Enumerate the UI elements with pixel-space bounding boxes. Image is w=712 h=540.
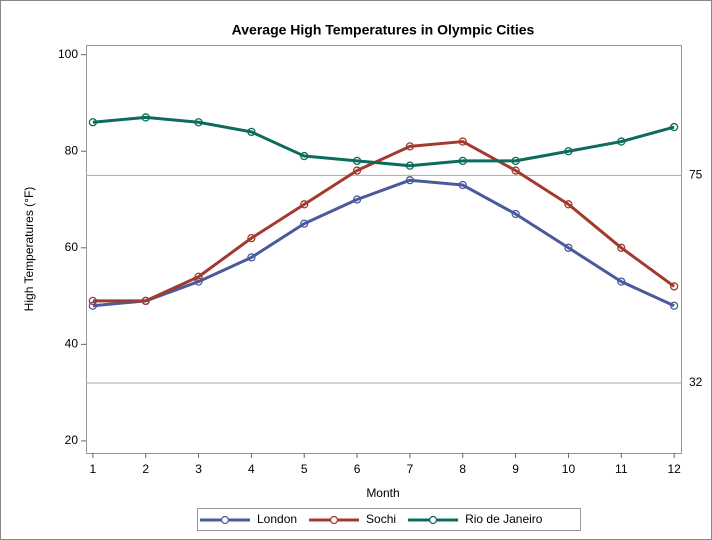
point <box>511 156 520 166</box>
point <box>617 137 626 146</box>
x-tick-label: 11 <box>615 462 628 476</box>
x-tick-label: 9 <box>512 462 519 476</box>
point <box>194 118 203 127</box>
point <box>352 166 362 175</box>
x-tick-label: 5 <box>301 462 308 476</box>
legend-marker <box>428 515 438 525</box>
reference-line-label: 75 <box>689 168 703 182</box>
y-tick-label: 60 <box>65 240 79 254</box>
legend-box <box>197 508 581 531</box>
y-tick-label: 20 <box>65 433 79 447</box>
point <box>511 209 520 219</box>
point <box>194 272 203 281</box>
point <box>247 233 256 243</box>
point <box>352 195 362 204</box>
x-tick-label: 8 <box>459 462 466 476</box>
y-tick-label: 40 <box>65 337 79 351</box>
point <box>564 147 573 156</box>
point <box>405 142 415 151</box>
chart-title: Average High Temperatures in Olympic Cit… <box>232 22 535 38</box>
point <box>669 282 679 291</box>
point <box>564 243 573 252</box>
x-tick-label: 12 <box>667 462 681 476</box>
point <box>88 296 98 306</box>
point <box>458 180 467 190</box>
legend-label: Sochi <box>366 512 396 526</box>
point <box>405 176 415 185</box>
x-tick-label: 3 <box>195 462 202 476</box>
x-tick-label: 7 <box>407 462 414 476</box>
point <box>300 200 309 209</box>
x-tick-label: 6 <box>354 462 361 476</box>
point <box>669 122 679 132</box>
y-tick-label: 80 <box>65 143 79 157</box>
legend-label: London <box>257 512 297 526</box>
legend-label: Rio de Janeiro <box>465 512 543 526</box>
point <box>300 151 309 161</box>
series-line <box>92 178 675 308</box>
point <box>564 200 573 209</box>
legend-marker <box>329 515 339 525</box>
point <box>88 118 98 127</box>
y-tick-label: 100 <box>58 47 78 61</box>
plot-frame <box>86 45 682 454</box>
point <box>141 113 150 122</box>
point <box>511 166 520 175</box>
y-axis-label: High Temperatures (°F) <box>22 187 36 312</box>
point <box>300 219 309 228</box>
series-line <box>92 140 676 303</box>
point <box>247 127 256 137</box>
point <box>617 277 626 286</box>
point <box>458 156 467 166</box>
point <box>669 301 679 310</box>
point <box>141 296 150 306</box>
x-tick-label: 10 <box>562 462 576 476</box>
series-line <box>92 115 675 168</box>
point <box>617 243 626 252</box>
x-tick-label: 4 <box>248 462 255 476</box>
x-tick-label: 2 <box>142 462 149 476</box>
point <box>405 161 415 170</box>
reference-line-label: 32 <box>689 375 703 389</box>
x-tick-label: 1 <box>90 462 97 476</box>
x-axis-label: Month <box>366 486 399 500</box>
point <box>352 156 362 166</box>
legend-marker <box>220 515 230 525</box>
point <box>458 137 467 146</box>
point <box>247 253 256 262</box>
